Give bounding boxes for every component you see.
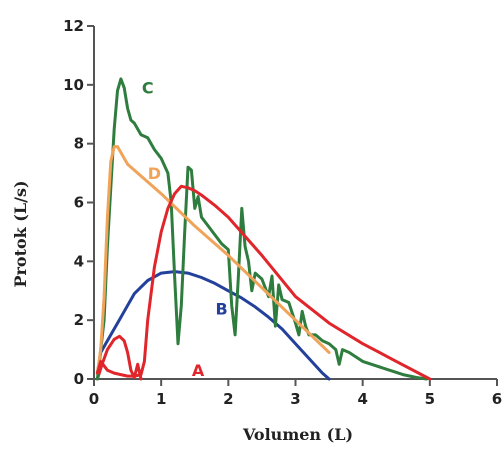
series-label-d: D bbox=[148, 164, 161, 183]
x-tick-label: 5 bbox=[425, 390, 435, 408]
x-tick-label: 4 bbox=[357, 390, 367, 408]
series-line-a bbox=[95, 334, 143, 381]
curves bbox=[95, 77, 432, 381]
x-tick-label: 2 bbox=[223, 390, 233, 408]
y-tick-label: 4 bbox=[74, 252, 84, 270]
y-tick-label: 2 bbox=[74, 311, 84, 329]
series-line-b bbox=[95, 270, 331, 381]
y-tick-label: 10 bbox=[63, 76, 84, 94]
x-tick-label: 1 bbox=[156, 390, 166, 408]
series-label-c: C bbox=[142, 79, 154, 98]
x-tick-label: 0 bbox=[89, 390, 99, 408]
series-labels: A B C D bbox=[142, 79, 228, 380]
y-axis-title: Protok (L/s) bbox=[11, 180, 30, 287]
series-line-c bbox=[95, 77, 428, 381]
x-axis-title: Volumen (L) bbox=[242, 425, 353, 444]
series-label-b: B bbox=[216, 299, 228, 318]
series-label-a: A bbox=[192, 361, 205, 380]
x-tick-label: 6 bbox=[492, 390, 502, 408]
y-tick-label: 8 bbox=[74, 135, 84, 153]
y-tick-label: 0 bbox=[74, 370, 84, 388]
y-tick-label: 6 bbox=[74, 194, 84, 212]
x-tick-label: 3 bbox=[290, 390, 300, 408]
y-tick-label: 12 bbox=[63, 17, 84, 35]
series-line-unlabeled-4 bbox=[95, 184, 432, 381]
series-line-d bbox=[95, 145, 331, 375]
